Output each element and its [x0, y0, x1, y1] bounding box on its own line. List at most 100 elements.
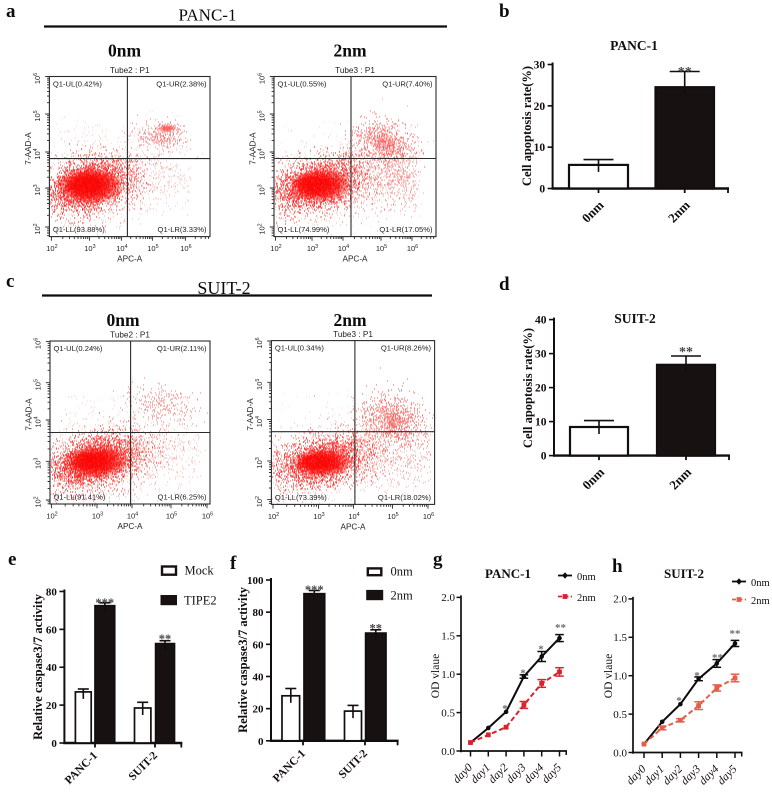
svg-text:0nm: 0nm — [106, 310, 139, 330]
svg-text:20: 20 — [534, 101, 546, 113]
svg-text:40: 40 — [253, 671, 265, 683]
svg-text:day5: day5 — [540, 761, 564, 785]
svg-text:Q1-UR(8.26%): Q1-UR(8.26%) — [381, 344, 432, 353]
svg-text:30: 30 — [534, 60, 546, 72]
svg-text:b: b — [499, 1, 510, 22]
svg-text:Q1-LL(93.88%): Q1-LL(93.88%) — [53, 225, 105, 234]
svg-text:OD vlaue: OD vlaue — [603, 654, 615, 698]
svg-text:PANC-1: PANC-1 — [179, 6, 237, 25]
svg-text:APC-A: APC-A — [117, 522, 143, 531]
svg-text:105: 105 — [255, 379, 264, 390]
svg-text:h: h — [612, 556, 623, 577]
svg-text:104: 104 — [33, 148, 42, 159]
svg-text:0: 0 — [51, 738, 57, 750]
svg-text:104: 104 — [338, 244, 349, 253]
svg-text:SUIT-2: SUIT-2 — [664, 566, 704, 581]
svg-text:2nm: 2nm — [333, 41, 366, 61]
svg-text:APC-A: APC-A — [117, 255, 143, 264]
svg-text:***: *** — [95, 596, 114, 610]
svg-text:105: 105 — [147, 244, 158, 253]
svg-text:Q1-LL(73.39%): Q1-LL(73.39%) — [275, 493, 327, 502]
svg-text:0nm: 0nm — [579, 197, 607, 225]
svg-text:Tube3 : P1: Tube3 : P1 — [335, 66, 375, 75]
svg-text:Q1-UL(0.42%): Q1-UL(0.42%) — [53, 80, 102, 89]
svg-text:102: 102 — [255, 496, 264, 507]
svg-text:102: 102 — [270, 244, 281, 253]
svg-text:7-AAD-A: 7-AAD-A — [249, 132, 258, 165]
svg-text:*: * — [502, 703, 508, 715]
svg-text:0: 0 — [541, 451, 547, 463]
svg-text:g: g — [433, 549, 443, 570]
svg-text:Q1-UR(7.40%): Q1-UR(7.40%) — [382, 80, 433, 89]
svg-text:**: ** — [370, 622, 383, 636]
svg-text:100: 100 — [247, 575, 264, 587]
svg-text:40: 40 — [46, 662, 58, 674]
svg-text:SUIT-2: SUIT-2 — [337, 747, 371, 781]
svg-text:103: 103 — [34, 458, 43, 469]
svg-text:Q1-LR(17.05%): Q1-LR(17.05%) — [379, 225, 433, 234]
svg-text:0: 0 — [539, 184, 545, 196]
svg-text:**: ** — [678, 65, 692, 80]
svg-text:102: 102 — [33, 223, 42, 234]
svg-text:Q1-UL(0.24%): Q1-UL(0.24%) — [54, 344, 103, 353]
svg-text:PANC-1: PANC-1 — [63, 749, 100, 786]
svg-text:102: 102 — [34, 496, 43, 507]
svg-text:103: 103 — [255, 457, 264, 468]
svg-text:20: 20 — [253, 704, 265, 716]
svg-text:20: 20 — [535, 383, 547, 395]
svg-text:106: 106 — [255, 337, 264, 348]
svg-text:a: a — [6, 1, 16, 22]
svg-text:TIPE2: TIPE2 — [184, 594, 217, 608]
svg-text:105: 105 — [387, 512, 398, 521]
svg-text:APC-A: APC-A — [342, 255, 368, 264]
svg-text:d: d — [499, 274, 510, 295]
svg-text:1.0: 1.0 — [441, 669, 455, 681]
svg-text:102: 102 — [46, 512, 57, 521]
svg-text:*: * — [676, 695, 682, 707]
svg-text:102: 102 — [268, 512, 279, 521]
svg-text:106: 106 — [258, 73, 267, 84]
svg-text:PANC-1: PANC-1 — [271, 747, 308, 784]
svg-text:7-AAD-A: 7-AAD-A — [246, 398, 255, 431]
svg-text:2nm: 2nm — [751, 596, 770, 607]
svg-text:Q1-LL(91.41%): Q1-LL(91.41%) — [54, 493, 106, 502]
svg-text:**: ** — [712, 652, 724, 664]
svg-text:PANC-1: PANC-1 — [485, 566, 531, 581]
svg-text:104: 104 — [34, 416, 43, 427]
svg-text:0.0: 0.0 — [613, 747, 627, 759]
svg-text:*: * — [520, 668, 526, 680]
svg-text:0nm: 0nm — [751, 578, 770, 589]
svg-text:20: 20 — [46, 700, 58, 712]
svg-text:Cell apoptosis rate(%): Cell apoptosis rate(%) — [521, 328, 535, 448]
svg-text:Relative caspase3/7 activity: Relative caspase3/7 activity — [31, 593, 45, 740]
svg-text:Mock: Mock — [185, 564, 215, 578]
svg-text:2nm: 2nm — [577, 593, 596, 604]
svg-text:Relative caspase3/7 activity: Relative caspase3/7 activity — [236, 586, 250, 733]
svg-text:103: 103 — [313, 512, 324, 521]
svg-text:105: 105 — [33, 110, 42, 121]
svg-text:APC-A: APC-A — [340, 522, 366, 531]
svg-text:***: *** — [305, 583, 324, 597]
svg-text:103: 103 — [92, 512, 103, 521]
svg-text:106: 106 — [33, 73, 42, 84]
svg-text:Tube3 : P1: Tube3 : P1 — [333, 330, 373, 339]
svg-text:Cell apoptosis rate(%): Cell apoptosis rate(%) — [520, 66, 534, 186]
svg-text:102: 102 — [258, 223, 267, 234]
svg-text:SUIT-2: SUIT-2 — [197, 278, 250, 298]
svg-text:10: 10 — [534, 142, 546, 154]
svg-text:10: 10 — [535, 417, 547, 429]
svg-text:104: 104 — [127, 512, 138, 521]
svg-text:SUIT-2: SUIT-2 — [614, 311, 656, 326]
svg-text:7-AAD-A: 7-AAD-A — [25, 398, 34, 431]
svg-text:e: e — [8, 549, 16, 570]
svg-text:1.0: 1.0 — [613, 671, 627, 683]
svg-text:103: 103 — [33, 184, 42, 195]
svg-text:0.5: 0.5 — [613, 709, 627, 721]
svg-text:1.5: 1.5 — [613, 632, 627, 644]
svg-text:day5: day5 — [715, 763, 739, 787]
svg-text:102: 102 — [46, 244, 57, 253]
svg-text:105: 105 — [166, 512, 177, 521]
svg-text:106: 106 — [34, 338, 43, 349]
svg-text:*: * — [538, 644, 544, 656]
svg-text:106: 106 — [423, 512, 434, 521]
